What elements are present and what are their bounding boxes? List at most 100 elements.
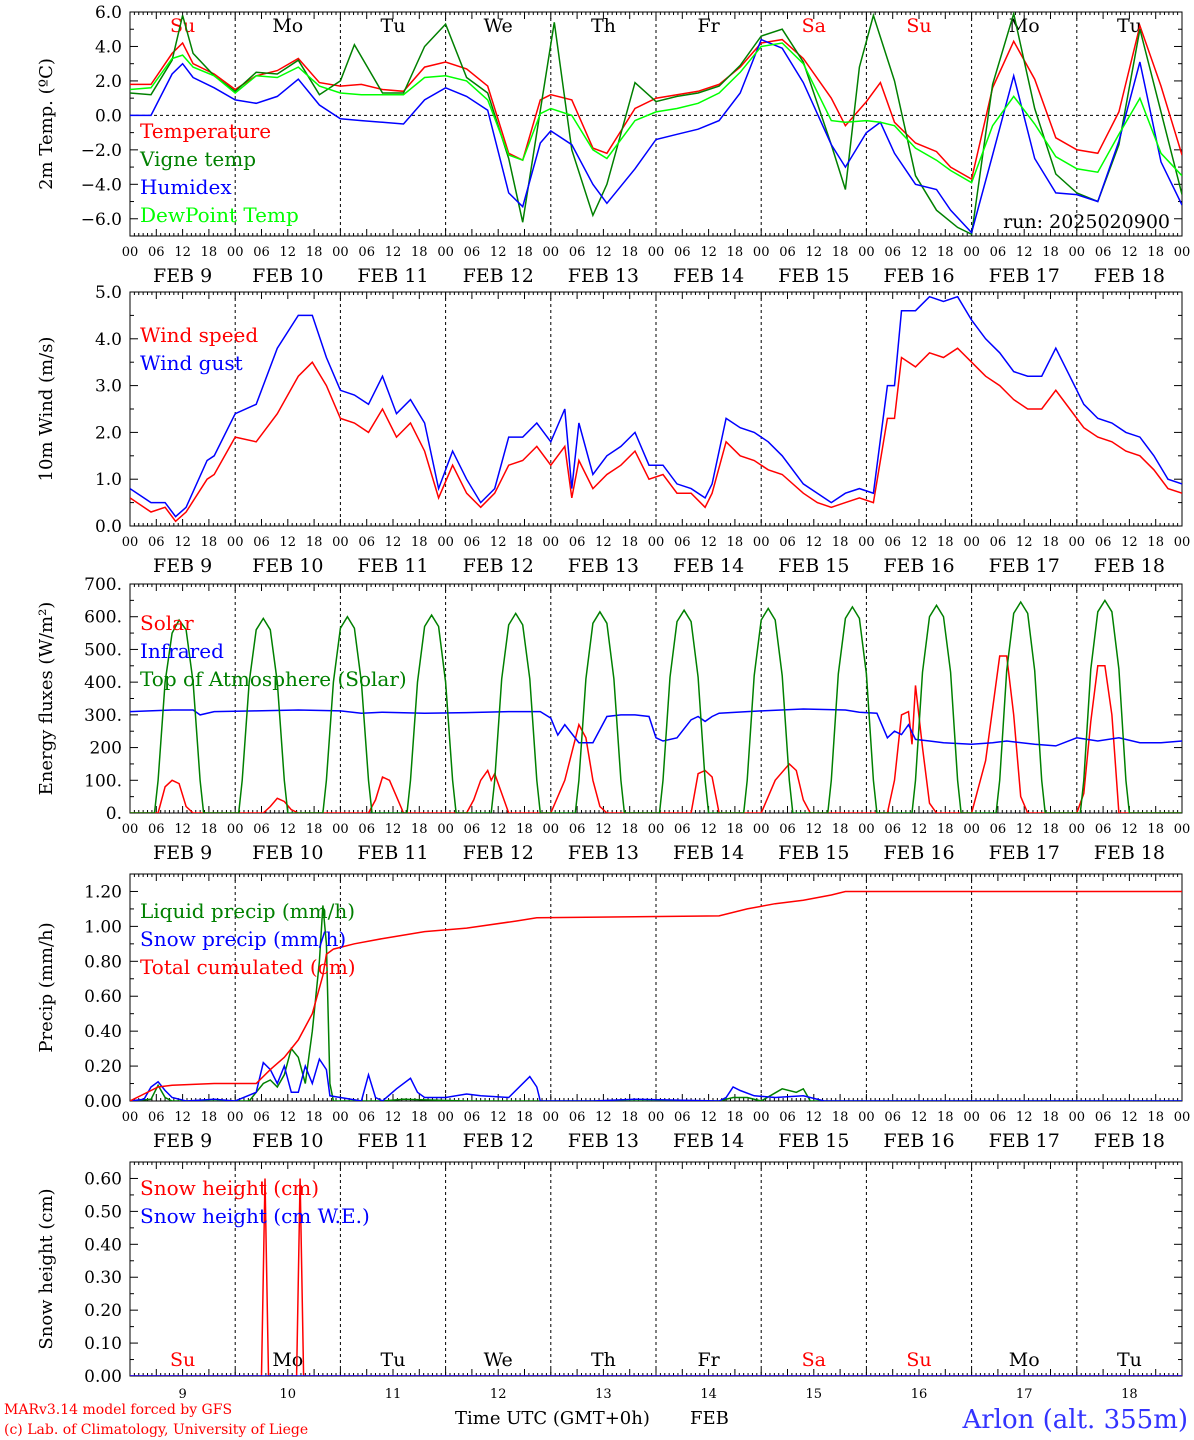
hour-label: 18 bbox=[727, 245, 744, 260]
hour-label: 18 bbox=[832, 535, 849, 550]
hour-label: 12 bbox=[911, 535, 928, 550]
hour-label: 00 bbox=[648, 245, 665, 260]
date-label: FEB 15 bbox=[778, 265, 849, 287]
hour-label: 06 bbox=[253, 245, 270, 260]
y-tick-label: 0.0 bbox=[95, 517, 122, 537]
date-label: FEB 14 bbox=[673, 555, 744, 577]
panel-snow: 0.60 0.50 0.40 0.30 0.20 0.10 0.00 Snow height … bbox=[36, 1161, 1183, 1402]
hour-label: 06 bbox=[569, 535, 586, 550]
hour-label: 06 bbox=[779, 245, 796, 260]
date-label: FEB 16 bbox=[883, 842, 954, 864]
hour-label: 12 bbox=[385, 822, 402, 837]
y-tick-label: 6.0 bbox=[95, 3, 122, 23]
hour-label: 06 bbox=[1095, 822, 1112, 837]
hour-label: 12 bbox=[174, 1110, 191, 1125]
y-tick-label: 0.60 bbox=[84, 987, 122, 1007]
hour-label: 00 bbox=[1069, 822, 1086, 837]
hour-label: 18 bbox=[516, 822, 533, 837]
date-label: FEB 12 bbox=[463, 842, 534, 864]
hour-label: 06 bbox=[1095, 245, 1112, 260]
hour-label: 00 bbox=[1069, 1110, 1086, 1125]
y-tick-label: 3.0 bbox=[95, 377, 122, 397]
hour-label: 00 bbox=[753, 535, 770, 550]
hour-label: 06 bbox=[674, 1110, 691, 1125]
day-number-label: 10 bbox=[280, 1387, 297, 1402]
hour-label: 00 bbox=[227, 822, 244, 837]
hour-label: 18 bbox=[201, 245, 218, 260]
hour-label: 06 bbox=[990, 535, 1007, 550]
hour-label: 12 bbox=[174, 535, 191, 550]
y-tick-label: 0.40 bbox=[84, 1022, 122, 1042]
hour-label: 18 bbox=[937, 1110, 954, 1125]
y-axis-label: Precip (mm/h) bbox=[36, 922, 57, 1052]
day-name-label: Sa bbox=[802, 15, 826, 37]
panel-temperature: 6.0 4.0 2.0 0.0 −2.0 −4.0 −6.0 2m Temp. (ºC) 00 0… bbox=[36, 3, 1190, 287]
hour-label: 18 bbox=[1042, 535, 1059, 550]
hour-label: 12 bbox=[595, 822, 612, 837]
hour-label: 12 bbox=[595, 1110, 612, 1125]
hour-label: 18 bbox=[516, 245, 533, 260]
hour-label: 12 bbox=[174, 245, 191, 260]
hour-label: 00 bbox=[1174, 535, 1191, 550]
y-tick-label: 0.10 bbox=[84, 1334, 122, 1354]
hour-label: 06 bbox=[569, 1110, 586, 1125]
hour-label: 06 bbox=[253, 1110, 270, 1125]
y-tick-label: 4.0 bbox=[95, 37, 122, 57]
date-label: FEB 17 bbox=[989, 265, 1060, 287]
hour-label: 12 bbox=[1121, 535, 1138, 550]
date-label: FEB 17 bbox=[989, 842, 1060, 864]
date-label: FEB 11 bbox=[357, 1130, 428, 1152]
hour-label: 06 bbox=[990, 1110, 1007, 1125]
series-line-snow-precip-mm-h- bbox=[130, 1057, 1182, 1101]
y-tick-label: 300. bbox=[84, 706, 122, 726]
y-tick-label: 5.0 bbox=[95, 283, 122, 303]
hour-label: 18 bbox=[727, 1110, 744, 1125]
date-label: FEB 18 bbox=[1094, 265, 1165, 287]
hour-label: 00 bbox=[1174, 822, 1191, 837]
date-label: FEB 17 bbox=[989, 1130, 1060, 1152]
day-name-label: Su bbox=[906, 1349, 931, 1371]
y-tick-label: 1.00 bbox=[84, 917, 122, 937]
series-line-wind-gust bbox=[130, 295, 1182, 518]
date-label: FEB 10 bbox=[252, 842, 323, 864]
y-tick-label: 700. bbox=[84, 575, 122, 595]
hour-label: 00 bbox=[332, 1110, 349, 1125]
footer: MARv3.14 model forced by GFS (c) Lab. of… bbox=[4, 1402, 1188, 1438]
y-tick-label: 2.0 bbox=[95, 72, 122, 92]
hour-label: 12 bbox=[490, 245, 507, 260]
legend-entry: Top of Atmosphere (Solar) bbox=[140, 667, 407, 691]
y-tick-label: 0.30 bbox=[84, 1268, 122, 1288]
hour-label: 12 bbox=[385, 1110, 402, 1125]
y-tick-label: 0.0 bbox=[95, 106, 122, 126]
hour-label: 18 bbox=[306, 1110, 323, 1125]
hour-label: 00 bbox=[437, 1110, 454, 1125]
hour-label: 00 bbox=[122, 1110, 139, 1125]
y-tick-label: 500. bbox=[84, 640, 122, 660]
panel-energy: 700. 600. 500. 400. 300. 200 100. 0. Energy flux… bbox=[36, 575, 1190, 864]
y-tick-label: 1.20 bbox=[84, 882, 122, 902]
hour-label: 12 bbox=[490, 535, 507, 550]
series-line-liquid-precip-mm-h- bbox=[130, 905, 1182, 1101]
hour-label: 18 bbox=[411, 245, 428, 260]
hour-label: 18 bbox=[201, 535, 218, 550]
day-number-label: 18 bbox=[1121, 1387, 1138, 1402]
hour-label: 06 bbox=[148, 535, 165, 550]
series-line-humidex bbox=[130, 38, 1182, 235]
hour-label: 00 bbox=[858, 535, 875, 550]
hour-label: 12 bbox=[700, 1110, 717, 1125]
hour-label: 12 bbox=[806, 822, 823, 837]
hour-label: 18 bbox=[306, 535, 323, 550]
legend-entry: Liquid precip (mm/h) bbox=[140, 899, 355, 923]
legend-entry: Infrared bbox=[140, 639, 224, 663]
hour-label: 00 bbox=[858, 822, 875, 837]
series-line-wind-speed bbox=[130, 347, 1182, 523]
day-name-label: We bbox=[484, 15, 513, 37]
day-name-label: We bbox=[484, 1349, 513, 1371]
hour-label: 06 bbox=[464, 245, 481, 260]
day-name-label: Su bbox=[170, 1349, 195, 1371]
day-name-label: Th bbox=[591, 15, 616, 37]
date-label: FEB 10 bbox=[252, 555, 323, 577]
hour-label: 00 bbox=[1174, 245, 1191, 260]
series-line-dewpoint-temp bbox=[130, 42, 1182, 184]
